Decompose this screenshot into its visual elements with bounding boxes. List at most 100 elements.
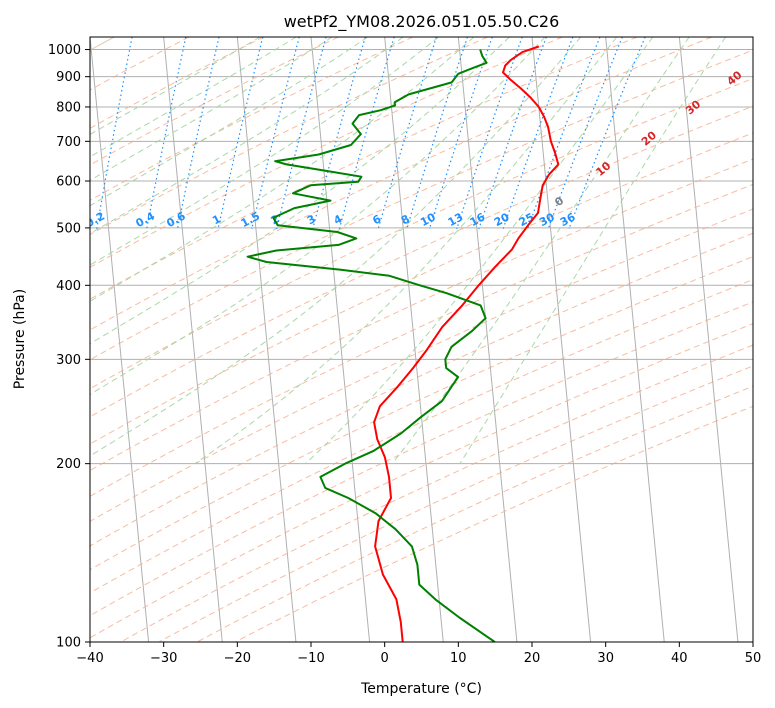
mixing-ratio-line (338, 37, 395, 230)
x-tick-label: −30 (150, 651, 177, 666)
moist-adiabat-label: 0 (552, 194, 566, 209)
dry-adiabat-line (90, 301, 753, 617)
profile-lines (246, 45, 560, 642)
y-tick-label: 300 (56, 353, 81, 368)
mixing-ratio-line (478, 37, 547, 230)
mixing-ratio-line (456, 37, 523, 230)
dry-adiabat-line (120, 344, 753, 642)
mixing-ratio-line (146, 37, 187, 230)
mixing-ratio-label: 3 (305, 212, 318, 227)
moist-adiabat-line (194, 37, 618, 465)
x-axis-ticks: −40 −30 −20 −10 0 10 20 30 40 50 (76, 642, 761, 666)
moist-adiabat-line (90, 37, 261, 136)
background-line-labels: 0.10.20.40.611.52346810131620253036-100-… (84, 68, 745, 230)
x-axis-label: Temperature (°C) (360, 681, 482, 697)
moist-adiabat-line (90, 37, 510, 345)
mixing-ratio-line (568, 37, 646, 230)
isotherm-line (384, 37, 444, 642)
y-axis-label: Pressure (hPa) (12, 289, 28, 389)
mixing-ratio-line (527, 37, 601, 230)
x-tick-label: 10 (450, 651, 467, 666)
moist-adiabat-line (90, 37, 404, 235)
y-tick-label: 500 (56, 221, 81, 236)
plot-frame (89, 36, 754, 643)
isotherm-line (457, 37, 518, 642)
dry-adiabat-line (90, 278, 753, 594)
isotherm-line (678, 37, 739, 642)
x-tick-label: 50 (745, 651, 762, 666)
isotherm-line (605, 37, 665, 642)
moist-adiabat-line (90, 37, 368, 207)
x-tick-label: 30 (597, 651, 614, 666)
moist-adiabat-label: 20 (639, 128, 659, 148)
moist-adiabat-line (90, 37, 582, 457)
y-tick-label: 200 (56, 457, 81, 472)
mixing-ratio-line (50, 37, 82, 229)
background-lines (0, 37, 753, 642)
dry-adiabat-line (90, 77, 753, 390)
dry-adiabat-line (90, 208, 753, 522)
mixing-ratio-label: 0.4 (134, 209, 158, 230)
x-tick-label: −40 (76, 651, 103, 666)
y-axis-ticks: 1000 900 800 700 600 500 400 300 200 100 (48, 43, 90, 651)
moist-adiabat-label: 10 (593, 159, 613, 179)
mixing-ratio-label: 25 (517, 210, 537, 229)
chart-title: wetPf2_YM08.2026.051.05.50.C26 (284, 12, 560, 32)
y-tick-label: 100 (56, 636, 81, 651)
dry-adiabat-line (90, 256, 753, 571)
dry-adiabat-line (90, 37, 638, 300)
mixing-ratio-line (217, 37, 264, 230)
mixing-ratio-line (176, 37, 220, 230)
dry-adiabat-line (90, 105, 753, 418)
y-tick-label: 1000 (48, 43, 81, 58)
mixing-ratio-line (547, 37, 623, 230)
isotherm-line (90, 37, 150, 642)
dry-adiabat-line (90, 37, 339, 166)
dry-adiabat-line (90, 323, 753, 639)
mixing-ratio-label: 6 (370, 212, 383, 227)
dry-adiabat-line (90, 232, 753, 547)
isotherm-line (0, 37, 1, 642)
dry-adiabat-line (90, 132, 753, 445)
moist-adiabat-line (391, 37, 690, 465)
x-tick-label: −20 (224, 651, 251, 666)
mixing-ratio-label: 36 (558, 210, 578, 229)
dry-adiabat-line (90, 37, 563, 268)
moist-adiabat-line (90, 37, 546, 396)
x-tick-label: 40 (671, 651, 688, 666)
dry-adiabat-line (90, 49, 753, 361)
y-tick-label: 600 (56, 175, 81, 190)
moist-adiabat-label: 40 (725, 68, 745, 88)
y-tick-label: 900 (56, 70, 81, 85)
mixing-ratio-label: 16 (468, 210, 488, 229)
isotherm-line (163, 37, 223, 642)
temperature-profile-line (373, 45, 560, 642)
isotherm-line (752, 37, 753, 43)
dry-adiabat-line (90, 158, 753, 472)
dry-adiabat-line (196, 385, 753, 642)
mixing-ratio-line (406, 37, 469, 230)
mixing-ratio-label: 20 (492, 210, 512, 229)
dry-adiabat-line (234, 405, 753, 642)
x-tick-label: 0 (381, 651, 389, 666)
moist-adiabat-line (90, 37, 297, 158)
isotherm-line (236, 37, 297, 642)
moist-adiabat-line (90, 37, 439, 266)
mixing-ratio-label: 0.2 (84, 209, 107, 230)
y-tick-label: 700 (56, 135, 81, 150)
mixing-ratio-label: 30 (537, 210, 557, 229)
y-tick-label: 800 (56, 101, 81, 116)
dry-adiabat-line (90, 37, 190, 91)
dry-adiabat-line (90, 183, 753, 497)
mixing-ratio-label: 8 (399, 212, 412, 227)
mixing-ratio-label: 1 (210, 212, 223, 227)
mixing-ratio-line (276, 37, 327, 230)
dry-adiabat-line (158, 365, 753, 642)
mixing-ratio-line (377, 37, 437, 230)
y-tick-label: 400 (56, 279, 81, 294)
isotherm-line (531, 37, 592, 642)
moist-adiabat-label: 30 (683, 97, 703, 117)
mixing-ratio-label: 13 (446, 210, 466, 229)
mixing-ratio-label: 1.5 (239, 209, 262, 230)
